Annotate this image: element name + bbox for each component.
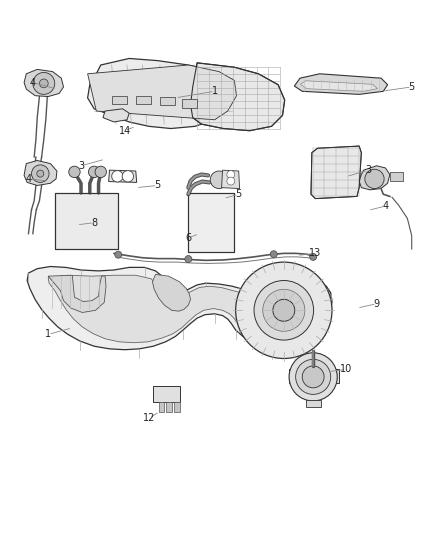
Polygon shape [300,81,378,91]
Polygon shape [48,275,106,312]
Circle shape [95,166,106,177]
Polygon shape [390,172,403,181]
Polygon shape [27,266,332,350]
Polygon shape [136,96,151,104]
Polygon shape [359,166,390,190]
Polygon shape [153,386,180,402]
Polygon shape [24,69,64,96]
Polygon shape [159,402,164,412]
Circle shape [115,251,122,258]
Circle shape [236,262,332,359]
Circle shape [365,169,384,189]
Circle shape [88,166,100,177]
Text: 5: 5 [155,181,161,190]
Circle shape [210,171,228,189]
Polygon shape [306,400,321,407]
Polygon shape [152,274,191,311]
Text: 5: 5 [409,82,415,92]
Polygon shape [188,193,234,253]
Text: 1: 1 [45,329,51,340]
Circle shape [32,165,49,182]
Polygon shape [191,63,285,131]
Polygon shape [222,170,240,189]
Text: 14: 14 [119,126,131,136]
Polygon shape [289,369,339,383]
Text: 12: 12 [143,413,155,423]
Circle shape [254,280,314,340]
Polygon shape [166,402,172,412]
Text: 8: 8 [91,217,97,228]
Circle shape [302,366,324,388]
Text: 1: 1 [212,86,218,96]
Text: 4: 4 [25,174,32,184]
Circle shape [39,79,48,88]
Circle shape [289,353,337,401]
Circle shape [296,359,331,394]
Circle shape [37,170,44,177]
Circle shape [263,289,305,332]
Polygon shape [103,109,129,122]
Polygon shape [311,146,361,199]
Circle shape [270,251,277,258]
Polygon shape [24,160,57,185]
Polygon shape [160,96,175,106]
Text: 3: 3 [78,161,84,171]
Text: 4: 4 [382,201,389,211]
Polygon shape [182,99,197,108]
Text: 4: 4 [30,77,36,87]
Circle shape [227,177,235,185]
Polygon shape [88,65,237,120]
Polygon shape [109,170,137,182]
Circle shape [227,171,235,179]
Text: 9: 9 [374,298,380,309]
Circle shape [273,300,295,321]
Text: 13: 13 [309,248,321,259]
Circle shape [69,166,80,177]
Polygon shape [88,59,237,128]
Text: 6: 6 [185,233,191,243]
Circle shape [112,171,123,182]
Circle shape [122,171,134,182]
Circle shape [185,255,192,263]
Text: 5: 5 [236,189,242,199]
Text: 10: 10 [340,365,352,374]
Polygon shape [48,275,322,343]
Polygon shape [55,193,118,249]
Polygon shape [294,74,388,94]
Text: 3: 3 [365,165,371,175]
Polygon shape [174,402,180,412]
Polygon shape [112,96,127,104]
Circle shape [310,253,317,260]
Circle shape [33,72,55,94]
